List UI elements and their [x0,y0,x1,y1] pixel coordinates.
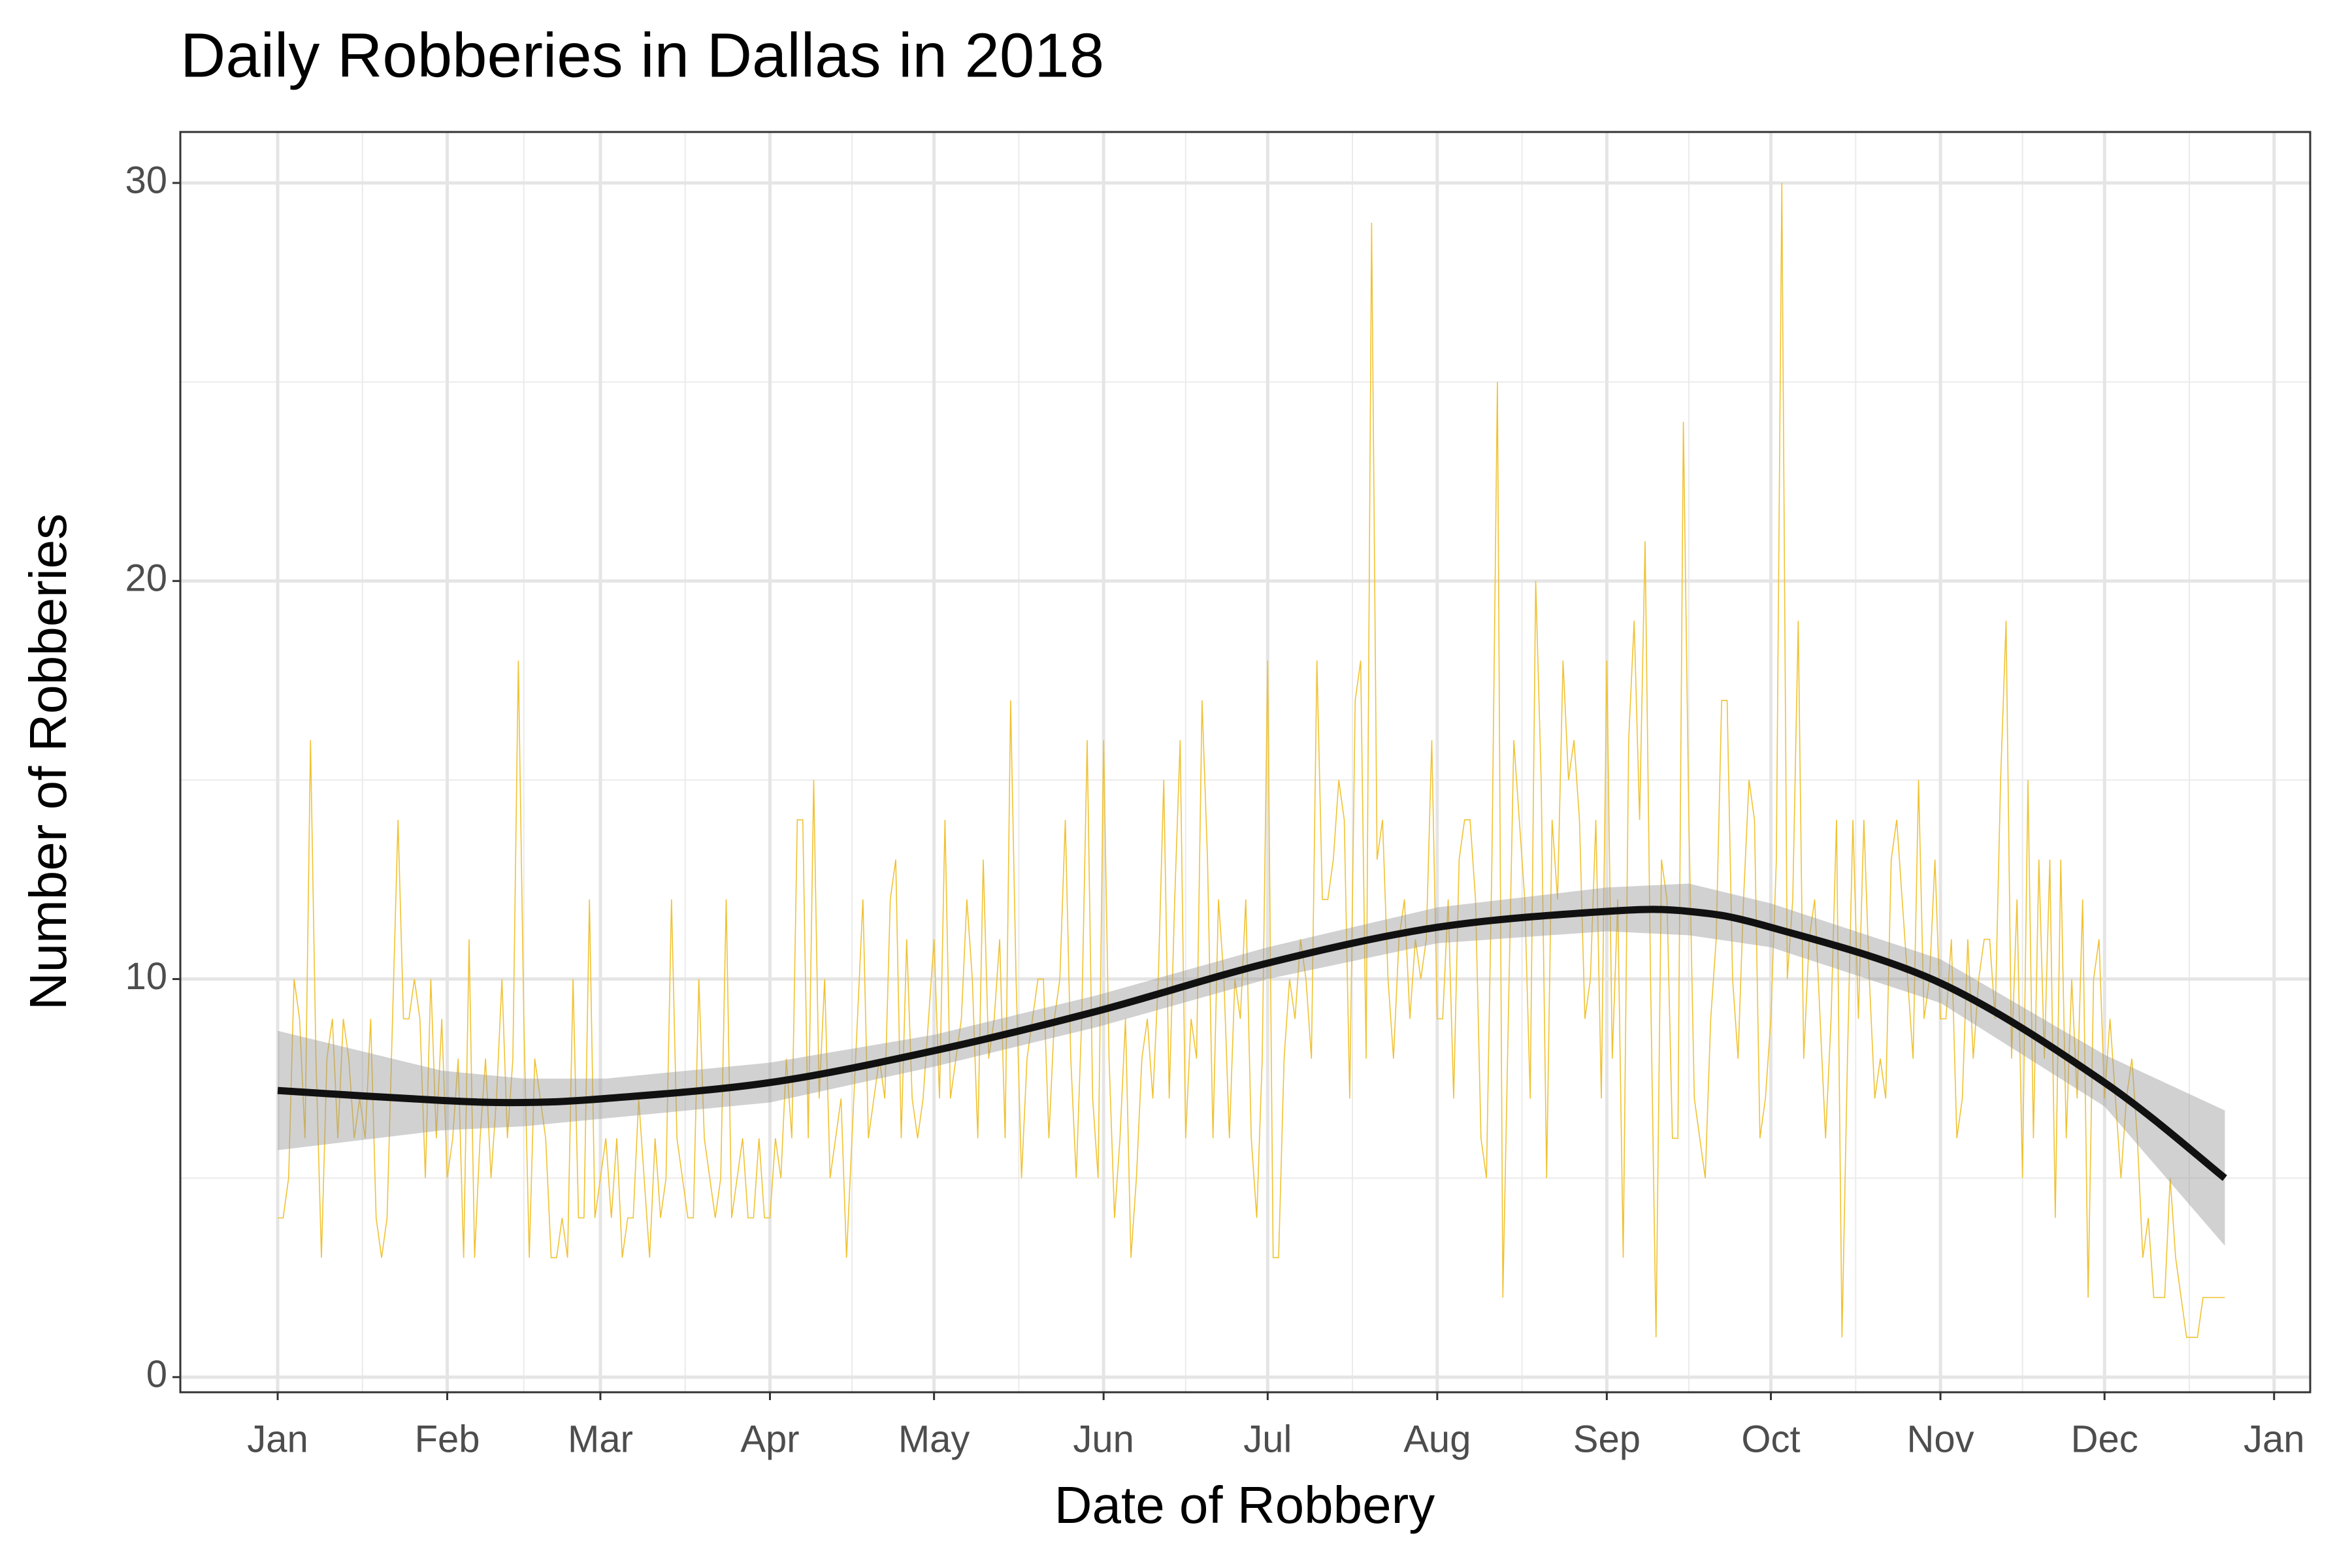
data-line [278,182,2225,1338]
panel-border [179,131,2311,1394]
y-axis-title: Number of Robberies [19,514,77,1010]
x-tick-label: Sep [1573,1418,1641,1460]
x-axis-title: Date of Robbery [1054,1476,1435,1534]
x-tick-label: Oct [1741,1418,1800,1460]
x-tick-label: Mar [568,1418,633,1460]
x-tick-label: Apr [740,1418,799,1460]
x-tick-label: Jan [247,1418,308,1460]
x-tick-label: Jun [1073,1418,1134,1460]
y-tick-label: 20 [125,557,167,600]
smooth-line [277,906,2227,1181]
x-tick-label: Feb [415,1418,480,1460]
y-tick-label: 30 [125,159,167,201]
x-tick-label: Nov [1906,1418,1974,1460]
x-tick-label: Jan [2244,1418,2305,1460]
chart-title: Daily Robberies in Dallas in 2018 [180,20,1104,90]
x-tick-label: May [898,1418,970,1460]
confidence-band [278,883,2225,1246]
x-tick-label: Jul [1243,1418,1292,1460]
y-tick-label: 0 [146,1353,167,1396]
x-tick-label: Dec [2071,1418,2138,1460]
y-tick-label: 10 [125,955,167,998]
x-tick-label: Aug [1403,1418,1471,1460]
